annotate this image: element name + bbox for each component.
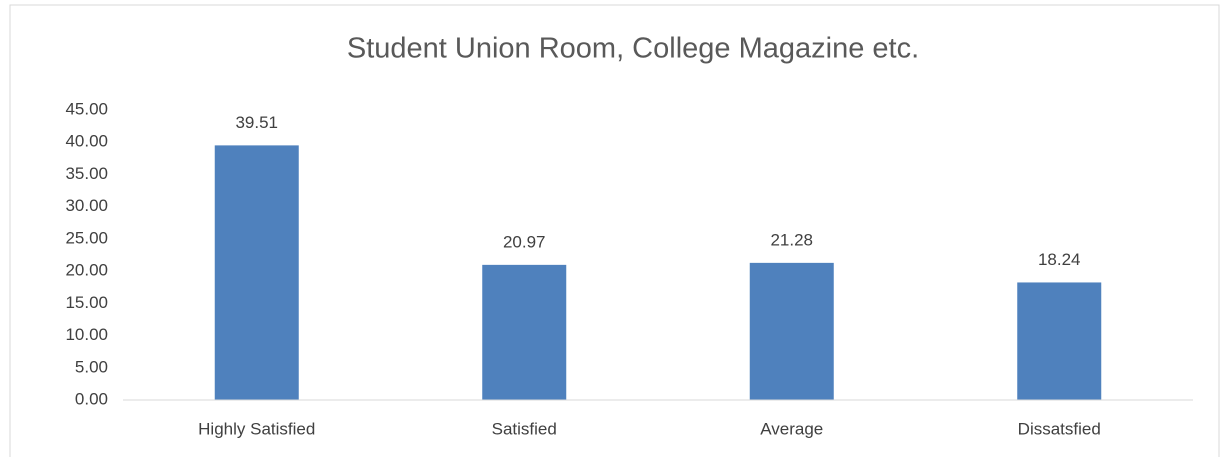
x-tick-label: Dissatsfied	[1018, 419, 1101, 438]
bar	[214, 145, 299, 400]
data-label: 20.97	[503, 232, 546, 251]
x-tick-label: Satisfied	[492, 419, 557, 438]
y-tick-label: 25.00	[65, 228, 108, 247]
bar	[1017, 282, 1102, 400]
y-tick-label: 45.00	[65, 99, 108, 118]
chart-title: Student Union Room, College Magazine etc…	[347, 33, 919, 65]
chart-border	[9, 4, 1220, 457]
y-tick-label: 30.00	[65, 196, 108, 215]
y-tick-label: 10.00	[65, 325, 108, 344]
y-tick-label: 0.00	[75, 389, 108, 408]
x-tick-label: Average	[760, 419, 823, 438]
y-tick-label: 40.00	[65, 132, 108, 151]
data-label: 39.51	[235, 113, 278, 132]
bar	[749, 262, 834, 400]
data-label: 21.28	[770, 230, 813, 249]
bar	[482, 264, 567, 400]
y-tick-label: 35.00	[65, 164, 108, 183]
y-tick-label: 5.00	[75, 357, 108, 376]
y-tick-label: 15.00	[65, 293, 108, 312]
y-tick-label: 20.00	[65, 261, 108, 280]
data-label: 18.24	[1038, 250, 1081, 269]
x-tick-label: Highly Satisfied	[198, 419, 315, 438]
